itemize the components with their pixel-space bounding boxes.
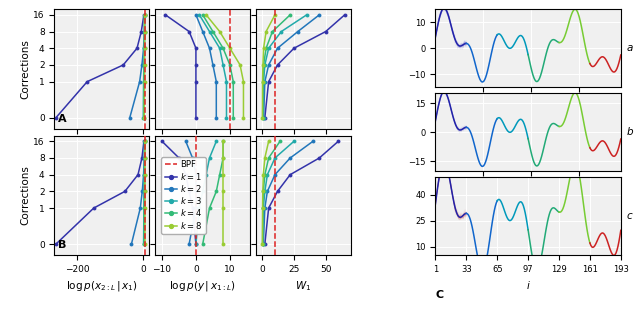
Text: a: a xyxy=(627,43,633,53)
Text: C: C xyxy=(435,290,444,300)
Text: c: c xyxy=(627,211,632,221)
X-axis label: $\log p(x_{2:L}\,|\,x_1)$: $\log p(x_{2:L}\,|\,x_1)$ xyxy=(66,279,138,294)
X-axis label: $\log p(y\,|\,x_{1:L})$: $\log p(y\,|\,x_{1:L})$ xyxy=(170,279,236,294)
Y-axis label: Corrections: Corrections xyxy=(20,166,31,226)
Text: b: b xyxy=(627,127,633,137)
Y-axis label: Corrections: Corrections xyxy=(20,39,31,99)
X-axis label: $W_1$: $W_1$ xyxy=(296,279,312,293)
Text: A: A xyxy=(58,114,67,124)
Text: B: B xyxy=(58,240,67,250)
X-axis label: $i$: $i$ xyxy=(525,279,531,291)
Legend: BPF, $k=1$, $k=2$, $k=3$, $k=4$, $k=8$: BPF, $k=1$, $k=2$, $k=3$, $k=4$, $k=8$ xyxy=(161,157,205,234)
